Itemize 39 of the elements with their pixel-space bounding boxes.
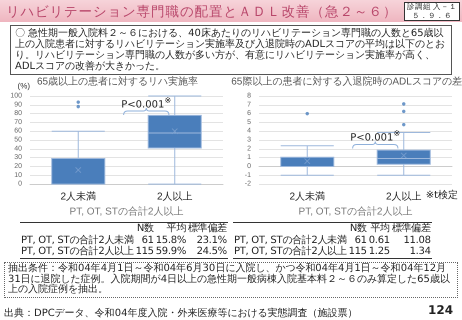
text: 標準偏差 (187, 222, 228, 234)
text: 61 (354, 234, 368, 246)
text: 0.61 (368, 234, 391, 246)
x-tick-label: 2人以上 (156, 190, 193, 203)
x-axis-title: PT, OT, STの合計2人以上 (298, 206, 412, 218)
text: 標準偏差 (390, 222, 432, 234)
y-axis-title: (%) (18, 82, 30, 90)
text: 抽出条件：令和04年4月1日～令和04年6月30日に入院し、かつ令和04年4月1日～令和04年12月31日に退院した症例。入院期間が4日以上の急性期一般病棟入院基本料２～６のみ算定した65歳以上の入院症例を抽出。 (4, 262, 458, 298)
text: ※t検定 (426, 188, 458, 202)
source-note: 出典：DPCデータ、令和04年度入院・外来医療等における実態調査（施設票） (4, 306, 358, 320)
text: 61 (140, 234, 155, 246)
text: 11.08 (402, 234, 432, 246)
chart-title: 65歳以上の患者に対するリハ実施率 (36, 76, 198, 88)
annotation: P<0.001$^{※}$ (350, 128, 400, 144)
chart-title: 65際以上の患者に対する入退院時のADLスコアの差 (231, 76, 462, 88)
text: 24.5% (196, 246, 228, 258)
x-tick-label: 2人以上 (386, 190, 422, 203)
text: PT, OT, STの合計2人以上 (20, 246, 135, 258)
text: 23.1% (196, 234, 228, 246)
text: 59.9% (154, 246, 188, 258)
text: 115 (134, 246, 155, 258)
text: リハビリテーション専門職の配置とＡＤＬ改善（急２～６） (6, 3, 398, 21)
text: 〇 急性期一般入院料２～６における、40床あたりのリハビリテーション専門職の人数と65歳以上の入院患者に対するリハビリテーション実施率及び入退院時のADLスコアの平均は以下のとおり。リハビリテーション専門職の人数が多い方が、有意にリハビリテーション実施率が高く、ADLスコアの改善が大きかった。 (10, 25, 452, 75)
x-axis-title: PT, OT, STの合計2人以上 (70, 206, 184, 218)
text: 124 (428, 303, 454, 317)
x-tick-label: 2人未満 (289, 190, 326, 203)
text: PT, OT, STの合計2人未満 (233, 234, 348, 246)
text: 1.34 (408, 246, 432, 258)
text: 1.25 (368, 246, 391, 258)
x-tick-label: 2人未満 (60, 190, 96, 203)
text: N数 (136, 222, 155, 234)
text: 115 (348, 246, 368, 258)
text: 平均 (369, 222, 391, 234)
text: 15.8% (154, 234, 188, 246)
text: N数 (348, 222, 368, 234)
text: 平均 (166, 222, 188, 234)
text: PT, OT, STの合計2人未満 (20, 234, 135, 246)
annotation: P<0.001$^{※}$ (121, 94, 172, 110)
text: PT, OT, STの合計2人以上 (233, 246, 348, 258)
